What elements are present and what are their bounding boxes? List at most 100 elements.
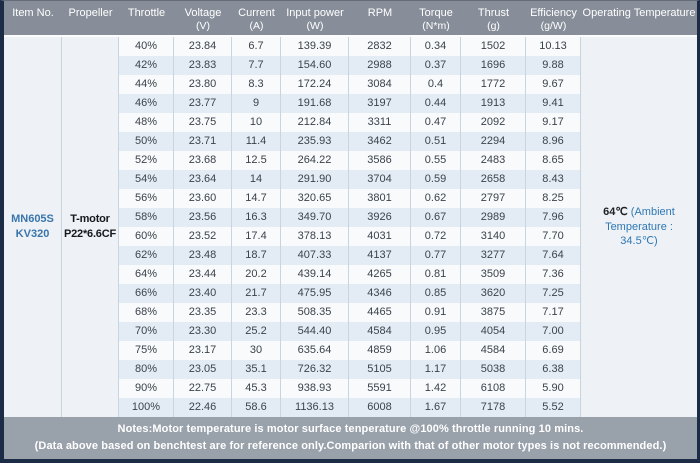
- data-cell-voltage: 23.35: [174, 303, 232, 322]
- table-row: 54% 23.64 14 291.90 3704 0.59 2658 8.43: [118, 170, 581, 189]
- data-cell-thrust: 3875: [461, 303, 526, 322]
- data-cell-efficiency: 9.67: [526, 75, 581, 94]
- table-row: 80% 23.05 35.1 726.32 5105 1.17 5038 6.38: [118, 360, 581, 379]
- data-cell-input_power: 407.33: [281, 246, 349, 265]
- table-row: 66% 23.40 21.7 475.95 4346 0.85 3620 7.25: [118, 284, 581, 303]
- data-cell-throttle: 64%: [118, 265, 174, 284]
- ambient-temperature-part2: Temperature : 34.5℃): [605, 220, 673, 248]
- column-unit: (g/W): [540, 20, 567, 33]
- data-cell-efficiency: 10.13: [526, 37, 581, 56]
- data-cell-input_power: 439.14: [281, 265, 349, 284]
- data-cell-input_power: 154.60: [281, 56, 349, 75]
- data-cell-throttle: 44%: [118, 75, 174, 94]
- data-cell-input_power: 544.40: [281, 322, 349, 341]
- data-cell-input_power: 291.90: [281, 170, 349, 189]
- column-label: Input power: [286, 7, 344, 19]
- table-row: 70% 23.30 25.2 544.40 4584 0.95 4054 7.00: [118, 322, 581, 341]
- data-cell-thrust: 1772: [461, 75, 526, 94]
- data-cell-efficiency: 8.65: [526, 151, 581, 170]
- data-cell-current: 14.7: [232, 189, 281, 208]
- data-cell-rpm: 3084: [349, 75, 411, 94]
- data-cell-input_power: 635.64: [281, 341, 349, 360]
- column-header-efficiency: Efficiency (g/W): [526, 1, 581, 35]
- column-header-voltage: Voltage (V): [174, 1, 232, 35]
- data-cell-throttle: 56%: [118, 189, 174, 208]
- data-cell-throttle: 75%: [118, 341, 174, 360]
- data-cell-current: 20.2: [232, 265, 281, 284]
- data-cell-rpm: 4265: [349, 265, 411, 284]
- data-cell-efficiency: 7.36: [526, 265, 581, 284]
- data-cell-thrust: 2092: [461, 113, 526, 132]
- data-cell-rpm: 4465: [349, 303, 411, 322]
- column-unit: (g): [487, 20, 500, 33]
- data-cell-thrust: 2294: [461, 132, 526, 151]
- data-cell-throttle: 48%: [118, 113, 174, 132]
- column-header-thrust: Thrust (g): [461, 1, 526, 35]
- data-cell-input_power: 320.65: [281, 189, 349, 208]
- column-label: Torque: [419, 7, 453, 19]
- data-cell-efficiency: 7.00: [526, 322, 581, 341]
- data-cell-voltage: 23.68: [174, 151, 232, 170]
- table-row: 48% 23.75 10 212.84 3311 0.47 2092 9.17: [118, 113, 581, 132]
- data-cell-current: 8.3: [232, 75, 281, 94]
- data-cell-rpm: 4031: [349, 227, 411, 246]
- table-row: 52% 23.68 12.5 264.22 3586 0.55 2483 8.65: [118, 151, 581, 170]
- data-cell-voltage: 23.71: [174, 132, 232, 151]
- data-cell-torque: 0.62: [411, 189, 461, 208]
- column-unit: (W): [306, 20, 324, 33]
- data-cell-voltage: 23.64: [174, 170, 232, 189]
- table-row: 62% 23.48 18.7 407.33 4137 0.77 3277 7.64: [118, 246, 581, 265]
- data-cell-rpm: 5105: [349, 360, 411, 379]
- data-cell-torque: 0.44: [411, 94, 461, 113]
- operating-temperature-line1: 64℃ (Ambient: [603, 205, 675, 220]
- data-cell-voltage: 23.77: [174, 94, 232, 113]
- data-cell-rpm: 3197: [349, 94, 411, 113]
- data-cell-throttle: 54%: [118, 170, 174, 189]
- data-cell-rpm: 3926: [349, 208, 411, 227]
- data-cell-torque: 1.42: [411, 379, 461, 398]
- column-label: Operating Temperature: [582, 7, 696, 19]
- data-cell-voltage: 23.52: [174, 227, 232, 246]
- data-cell-thrust: 3140: [461, 227, 526, 246]
- data-cell-efficiency: 8.43: [526, 170, 581, 189]
- data-cell-throttle: 100%: [118, 398, 174, 417]
- data-cell-thrust: 5038: [461, 360, 526, 379]
- column-header-propeller: Propeller: [62, 1, 119, 35]
- item-no-cell: MN605S KV320: [4, 37, 62, 417]
- data-cell-input_power: 191.68: [281, 94, 349, 113]
- data-cell-voltage: 23.83: [174, 56, 232, 75]
- data-cell-current: 35.1: [232, 360, 281, 379]
- data-cell-current: 14: [232, 170, 281, 189]
- data-cell-efficiency: 5.52: [526, 398, 581, 417]
- data-cell-torque: 0.47: [411, 113, 461, 132]
- data-cell-efficiency: 7.70: [526, 227, 581, 246]
- column-label: Propeller: [68, 7, 113, 19]
- data-cell-current: 16.3: [232, 208, 281, 227]
- data-cell-torque: 0.51: [411, 132, 461, 151]
- data-cell-thrust: 2483: [461, 151, 526, 170]
- data-cell-torque: 0.81: [411, 265, 461, 284]
- column-label: Voltage: [184, 7, 222, 19]
- table-row: 50% 23.71 11.4 235.93 3462 0.51 2294 8.96: [118, 132, 581, 151]
- table-row: 60% 23.52 17.4 378.13 4031 0.72 3140 7.70: [118, 227, 581, 246]
- data-cell-efficiency: 8.96: [526, 132, 581, 151]
- data-cell-input_power: 508.35: [281, 303, 349, 322]
- data-cell-torque: 1.67: [411, 398, 461, 417]
- data-cell-rpm: 4346: [349, 284, 411, 303]
- data-grid: 40% 23.84 6.7 139.39 2832 0.34 1502 10.13 42% 23.…: [118, 37, 581, 417]
- item-model-line2: KV320: [15, 228, 50, 240]
- table-row: 90% 22.75 45.3 938.93 5591 1.42 6108 5.90: [118, 379, 581, 398]
- propeller-line2: P22*6.6CF: [63, 228, 116, 240]
- data-cell-torque: 0.4: [411, 75, 461, 94]
- data-cell-thrust: 2989: [461, 208, 526, 227]
- notes-bar: Notes:Motor temperature is motor surface…: [4, 417, 697, 459]
- data-cell-efficiency: 6.38: [526, 360, 581, 379]
- data-cell-rpm: 4137: [349, 246, 411, 265]
- data-cell-rpm: 6008: [349, 398, 411, 417]
- table-row: 58% 23.56 16.3 349.70 3926 0.67 2989 7.96: [118, 208, 581, 227]
- table-row: 100% 22.46 58.6 1136.13 6008 1.67 7178 5.52: [118, 398, 581, 417]
- data-cell-input_power: 475.95: [281, 284, 349, 303]
- data-cell-input_power: 172.24: [281, 75, 349, 94]
- data-cell-efficiency: 8.25: [526, 189, 581, 208]
